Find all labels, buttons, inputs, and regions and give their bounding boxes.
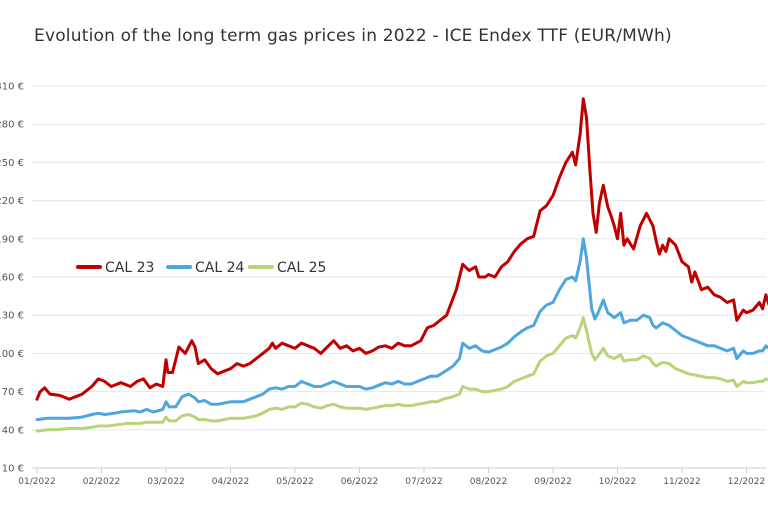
x-tick-label: 05/2022 [276,477,313,487]
y-tick-label: 160 € [0,273,24,284]
x-tick-label: 01/2022 [18,477,55,487]
y-tick-label: 190 € [0,234,24,245]
series-lines [35,97,768,433]
y-tick-label: 280 € [0,120,24,131]
series-line-cal-25 [35,316,768,433]
x-tick-label: 12/2022 [728,477,765,487]
y-tick-label: 40 € [2,425,24,436]
y-tick-label: 130 € [0,311,24,322]
x-tick-label: 02/2022 [83,477,120,487]
series-line-cal-23 [35,97,768,401]
x-tick-label: 10/2022 [599,477,636,487]
legend: CAL 23 CAL 24 CAL 25 [76,260,326,276]
x-tick-label: 08/2022 [470,477,507,487]
legend-label-cal-23[interactable]: CAL 23 [105,260,154,276]
x-tick-label: 03/2022 [147,477,184,487]
y-tick-label: 250 € [0,158,24,169]
x-tick-label: 09/2022 [534,477,571,487]
y-tick-label: 100 € [0,349,24,360]
y-tick-label: 220 € [0,196,24,207]
y-axis-ticks: 10 € 40 € 70 € 100 € 130 € 160 € 190 € 220 € 250… [0,82,24,475]
y-tick-label: 310 € [0,82,24,93]
legend-label-cal-25[interactable]: CAL 25 [277,260,326,276]
y-tick-label: 70 € [2,387,24,398]
x-tick-label: 06/2022 [341,477,378,487]
chart-title: Evolution of the long term gas prices in… [34,26,672,46]
legend-label-cal-24[interactable]: CAL 24 [195,260,245,276]
x-tick-label: 11/2022 [663,477,700,487]
series-line-cal-24 [35,237,768,422]
x-tick-label: 07/2022 [405,477,442,487]
y-tick-label: 10 € [2,464,24,475]
x-axis: 01/2022 02/2022 03/2022 04/2022 05/2022 06/20… [18,467,766,487]
x-tick-label: 04/2022 [212,477,249,487]
